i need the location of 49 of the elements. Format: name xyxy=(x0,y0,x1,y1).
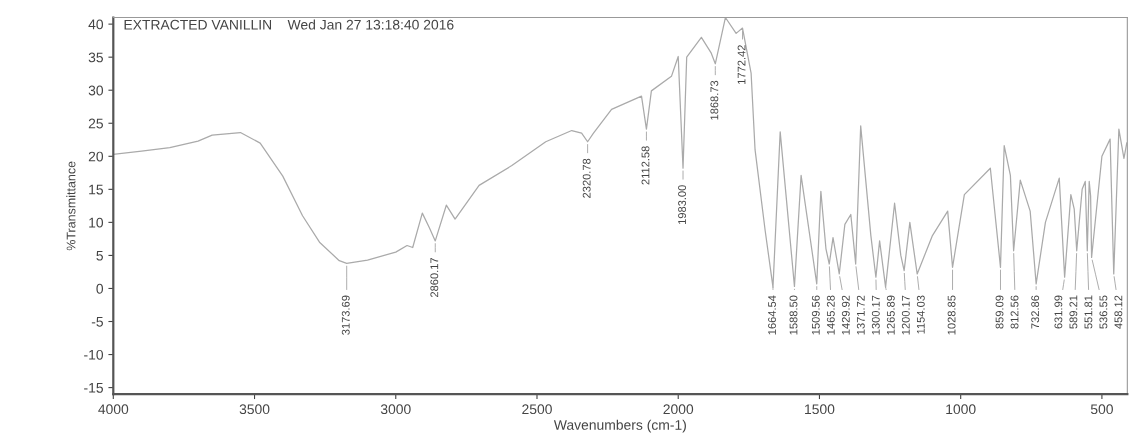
annotation: 1200.17 xyxy=(901,295,910,335)
annotation: 536.55 xyxy=(1099,295,1108,329)
y-tick-label: 5 xyxy=(96,250,103,261)
annotation: 458.12 xyxy=(1114,295,1123,329)
x-tick-label: 500 xyxy=(1090,404,1113,415)
annotation: 732.86 xyxy=(1031,295,1040,329)
annotation: 551.81 xyxy=(1084,295,1093,329)
annotation: 1265.89 xyxy=(886,295,895,335)
annotation: 1371.72 xyxy=(856,295,865,335)
y-tick-label: 40 xyxy=(88,19,104,30)
x-tick-label: 1000 xyxy=(946,404,976,415)
annotation: 3173.69 xyxy=(341,295,350,335)
y-tick-label: 25 xyxy=(88,118,103,129)
x-tick-label: 3500 xyxy=(239,404,270,415)
annotation: 589.21 xyxy=(1069,295,1078,329)
y-tick-label: 0 xyxy=(96,283,104,294)
annotation: 1300.17 xyxy=(871,295,880,335)
y-tick-label: 30 xyxy=(88,85,104,96)
annotation: 1588.50 xyxy=(789,295,798,335)
x-axis-title: Wavenumbers (cm-1) xyxy=(553,419,686,433)
x-tick-label: 1500 xyxy=(805,404,835,415)
x-tick-label: 2500 xyxy=(522,404,552,415)
annotation: 2112.58 xyxy=(641,146,650,185)
annotation: 1509.56 xyxy=(811,295,820,335)
y-tick-label: 10 xyxy=(89,217,104,228)
x-tick-label: 3000 xyxy=(380,404,411,415)
annotation: 631.99 xyxy=(1054,295,1063,329)
annotation: 2860.17 xyxy=(430,257,439,298)
annotation: 1429.92 xyxy=(841,295,850,335)
annotation: 1983.00 xyxy=(678,185,687,225)
y-tick-label: 20 xyxy=(88,151,104,162)
y-tick-label: -10 xyxy=(84,349,104,360)
y-tick-label: -15 xyxy=(84,383,103,393)
annotation: 1868.73 xyxy=(710,80,719,120)
y-tick-label: -5 xyxy=(91,316,103,327)
annotation: 1465.28 xyxy=(826,295,835,335)
annotation: 1154.03 xyxy=(916,295,925,334)
x-tick-label: 4000 xyxy=(98,404,129,415)
annotation: 1664.54 xyxy=(768,295,776,335)
y-tick-label: 35 xyxy=(88,52,103,63)
annotation: 812.56 xyxy=(1010,295,1019,329)
annotation: 1772.42 xyxy=(737,45,746,84)
annotation: 2320.78 xyxy=(582,158,591,198)
annotation: 859.09 xyxy=(995,295,1004,329)
annotation: 1028.85 xyxy=(947,295,956,335)
y-axis-title: %Transmittance xyxy=(66,161,76,251)
chart-title: EXTRACTED VANILLIN Wed Jan 27 13:18:40 2016 xyxy=(124,19,454,30)
y-tick-label: 15 xyxy=(89,184,103,195)
x-tick-label: 2000 xyxy=(663,404,694,415)
